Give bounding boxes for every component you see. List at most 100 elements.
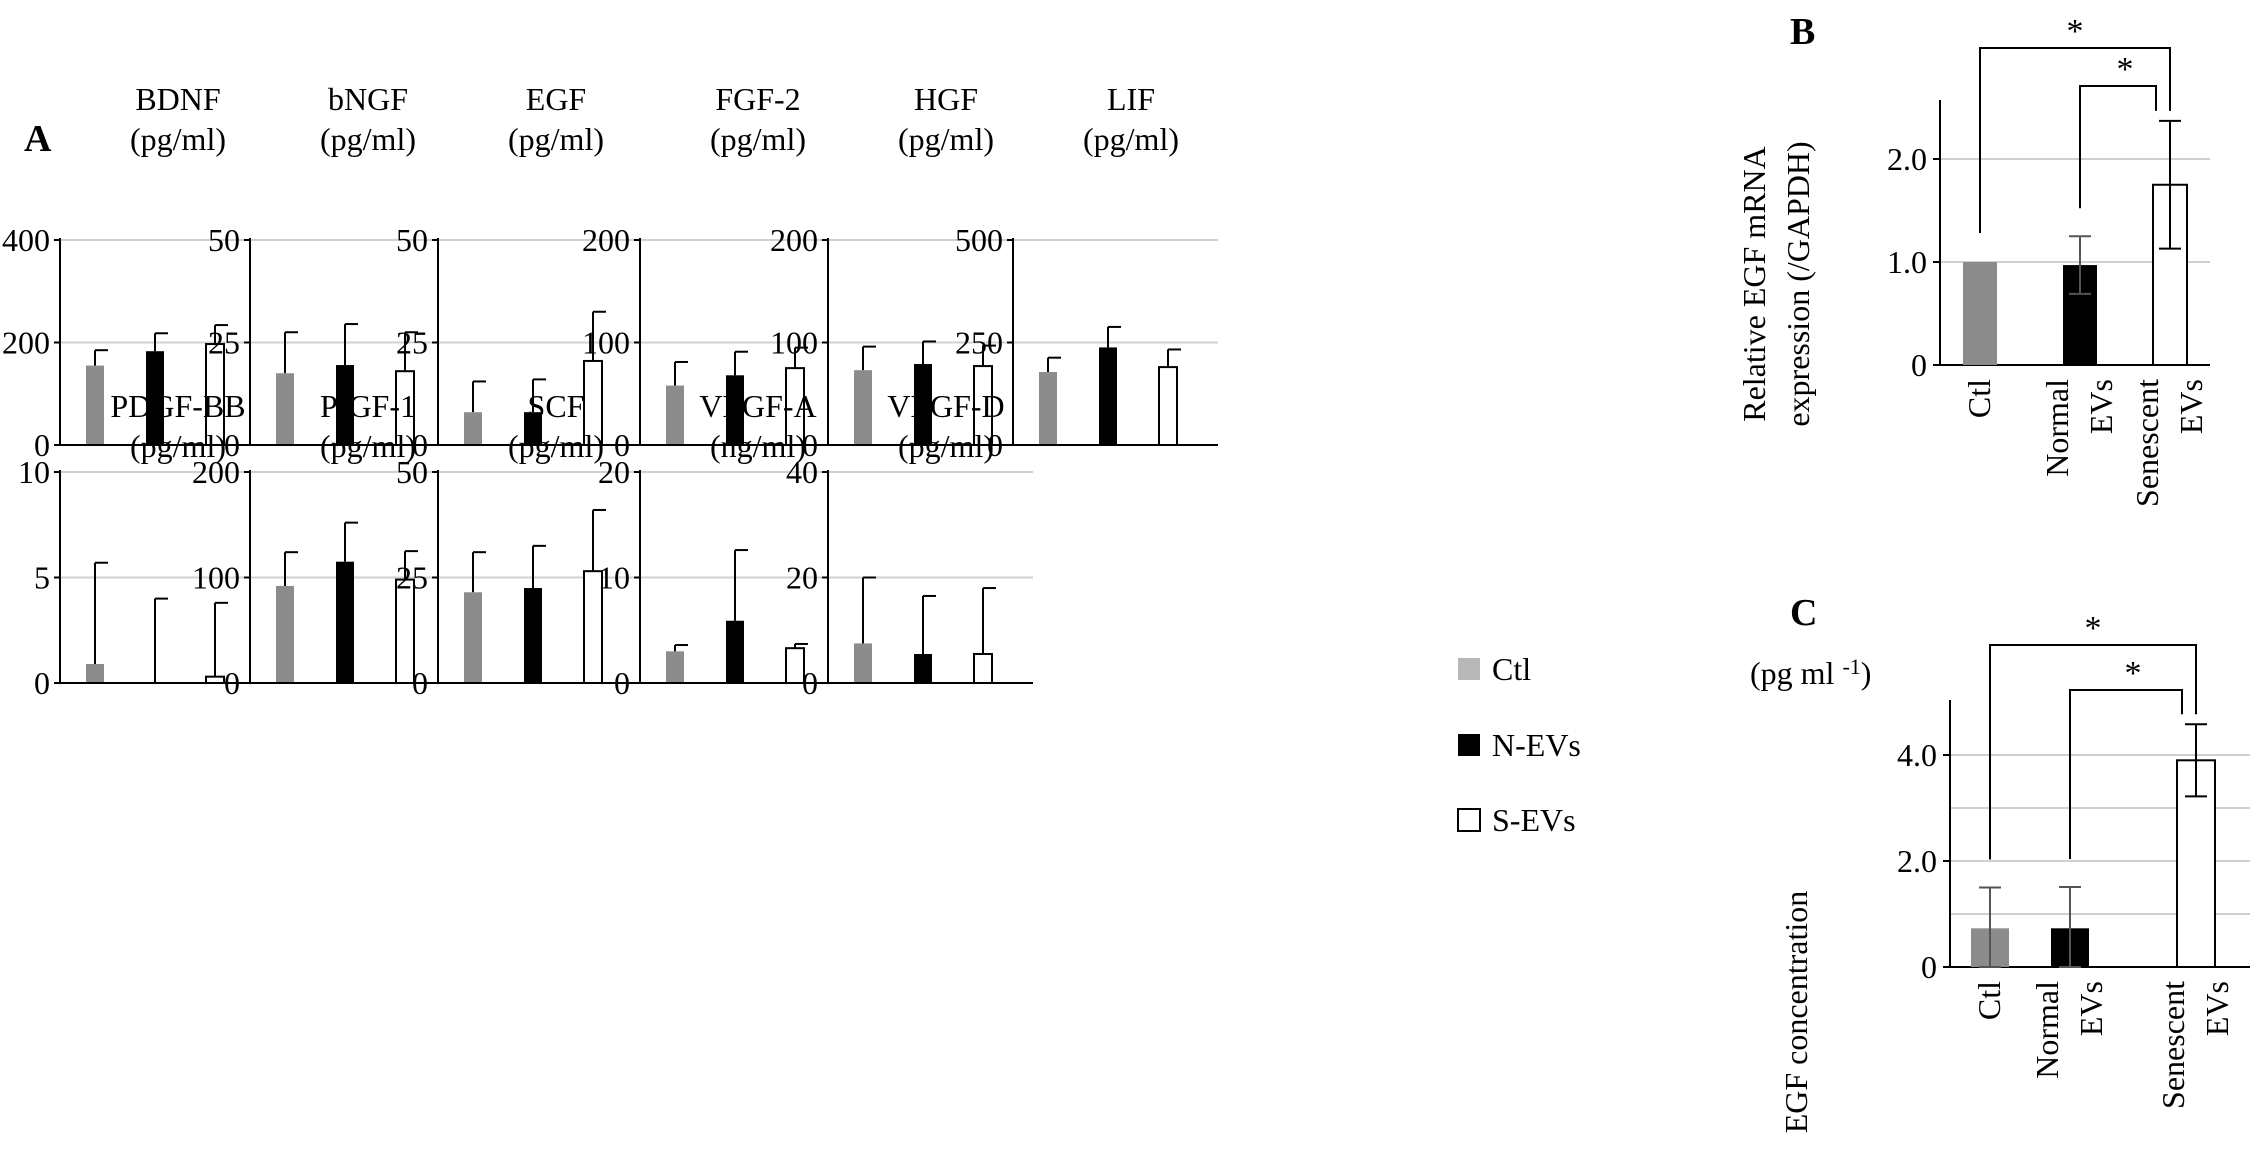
bar-ctl xyxy=(276,373,294,445)
y-axis-unit-superscript: -1 xyxy=(1842,654,1860,679)
legend-label: S-EVs xyxy=(1492,802,1576,838)
y-tick-label: 400 xyxy=(2,222,50,258)
y-tick-label: 25 xyxy=(208,325,240,361)
significance-star: * xyxy=(2067,13,2084,50)
bar-ctl xyxy=(464,412,482,445)
y-tick-label: 0 xyxy=(34,665,50,701)
x-category-label: Senescent xyxy=(2155,981,2191,1109)
y-axis-label: expression (/GAPDH) xyxy=(1780,141,1816,426)
chart-title: PDGF-BB xyxy=(110,388,245,424)
legend-swatch xyxy=(1458,658,1480,680)
significance-bracket xyxy=(2069,689,2183,859)
y-tick-label: 0 xyxy=(614,427,630,463)
bar-s-evs xyxy=(973,652,993,684)
y-tick-label: 0 xyxy=(412,665,428,701)
bar-ctl xyxy=(854,370,872,445)
chart-title: SCF xyxy=(528,388,585,424)
bar-n-evs xyxy=(524,588,542,683)
y-tick-label: 0 xyxy=(412,427,428,463)
chart-panel-b: 01.02.0**Ctl Normal EVs Senescent EVsRelativ… xyxy=(1736,13,2210,507)
y-tick-label: 0 xyxy=(1911,347,1927,383)
significance-bracket xyxy=(1979,47,2171,233)
chart-egf: EGF (pg/ml) 0 25 50 xyxy=(396,81,643,463)
y-tick-label: 0 xyxy=(224,427,240,463)
chart-unit: (pg/ml) xyxy=(1083,121,1179,157)
y-axis-label: Relative EGF mRNA xyxy=(1736,146,1772,422)
y-tick-label: 0 xyxy=(987,427,1003,463)
significance-bracket xyxy=(2079,85,2157,209)
significance-star: * xyxy=(2085,610,2102,647)
bar-ctl xyxy=(276,585,294,683)
bar-n-evs xyxy=(726,620,744,683)
y-tick-label: 20 xyxy=(786,560,818,596)
x-category-label: EVs xyxy=(2073,981,2109,1036)
chart-unit: (pg/ml) xyxy=(320,428,416,464)
y-tick-label: 10 xyxy=(18,454,50,490)
chart-title: bNGF xyxy=(328,81,408,117)
y-tick-label: 25 xyxy=(396,325,428,361)
chart-unit: (pg/ml) xyxy=(898,428,994,464)
x-category-label: Normal xyxy=(2039,379,2075,477)
y-tick-label: 0 xyxy=(802,427,818,463)
significance-star: * xyxy=(2125,655,2142,692)
chart-unit: (pg/ml) xyxy=(710,121,806,157)
chart-unit: (pg/ml) xyxy=(508,428,604,464)
y-tick-label: 100 xyxy=(582,325,630,361)
x-category-label: Normal xyxy=(2029,981,2065,1079)
bar-s-evs xyxy=(1158,366,1178,447)
chart-fgf-2: FGF-2 (pg/ml) 0 100 200 xyxy=(582,81,845,463)
significance-bracket xyxy=(1989,644,2197,860)
bar-n-evs xyxy=(146,351,164,445)
chart-title: PIGF-1 xyxy=(320,388,416,424)
chart-title: FGF-2 xyxy=(715,81,800,117)
significance-star: * xyxy=(2117,51,2134,88)
chart-unit: (pg/ml) xyxy=(320,121,416,157)
y-tick-label: 0 xyxy=(224,665,240,701)
y-axis-unit-text: (pg ml xyxy=(1750,655,1842,691)
bar-ctl xyxy=(854,643,872,683)
y-tick-label: 5 xyxy=(34,560,50,596)
x-category-label: Ctl xyxy=(1961,379,1997,418)
y-tick-label: 4.0 xyxy=(1897,737,1937,773)
bar-n-evs xyxy=(336,365,354,445)
bar-n-evs xyxy=(914,653,932,683)
chart-unit: (pg/ml) xyxy=(898,121,994,157)
bar-ctl xyxy=(666,385,684,445)
bar-ctl xyxy=(666,651,684,683)
y-axis-unit: (pg ml -1) xyxy=(1750,654,1871,691)
chart-title: EGF xyxy=(526,81,586,117)
y-tick-label: 0 xyxy=(614,665,630,701)
chart-title: VEGF-D xyxy=(887,388,1004,424)
chart-unit: (pg/ml) xyxy=(508,121,604,157)
bar-n-evs xyxy=(524,412,542,445)
y-tick-label: 0 xyxy=(1921,949,1937,985)
panel-letter-b: B xyxy=(1790,11,1815,53)
chart-unit: (pg/ml) xyxy=(130,428,226,464)
x-category-label: EVs xyxy=(2199,981,2235,1036)
chart-unit: (pg/ml) xyxy=(130,121,226,157)
bar-ctl xyxy=(464,592,482,683)
y-tick-label: 200 xyxy=(2,325,50,361)
y-tick-label: 20 xyxy=(598,454,630,490)
y-tick-label: 500 xyxy=(955,222,1003,258)
panel-letter-c: C xyxy=(1790,592,1817,634)
y-tick-label: 25 xyxy=(396,560,428,596)
bar-n-evs xyxy=(336,561,354,683)
chart-title: VEGF-A xyxy=(699,388,816,424)
chart-title: BDNF xyxy=(135,81,220,117)
y-axis-unit-close: ) xyxy=(1861,655,1872,691)
x-category-label: Senescent xyxy=(2129,379,2165,507)
bar-n-evs xyxy=(726,375,744,445)
legend-label: N-EVs xyxy=(1492,727,1581,763)
panel-letter-a: A xyxy=(24,118,52,160)
bar-ctl xyxy=(86,365,104,445)
y-tick-label: 200 xyxy=(192,454,240,490)
y-tick-label: 40 xyxy=(786,454,818,490)
y-tick-label: 1.0 xyxy=(1887,244,1927,280)
